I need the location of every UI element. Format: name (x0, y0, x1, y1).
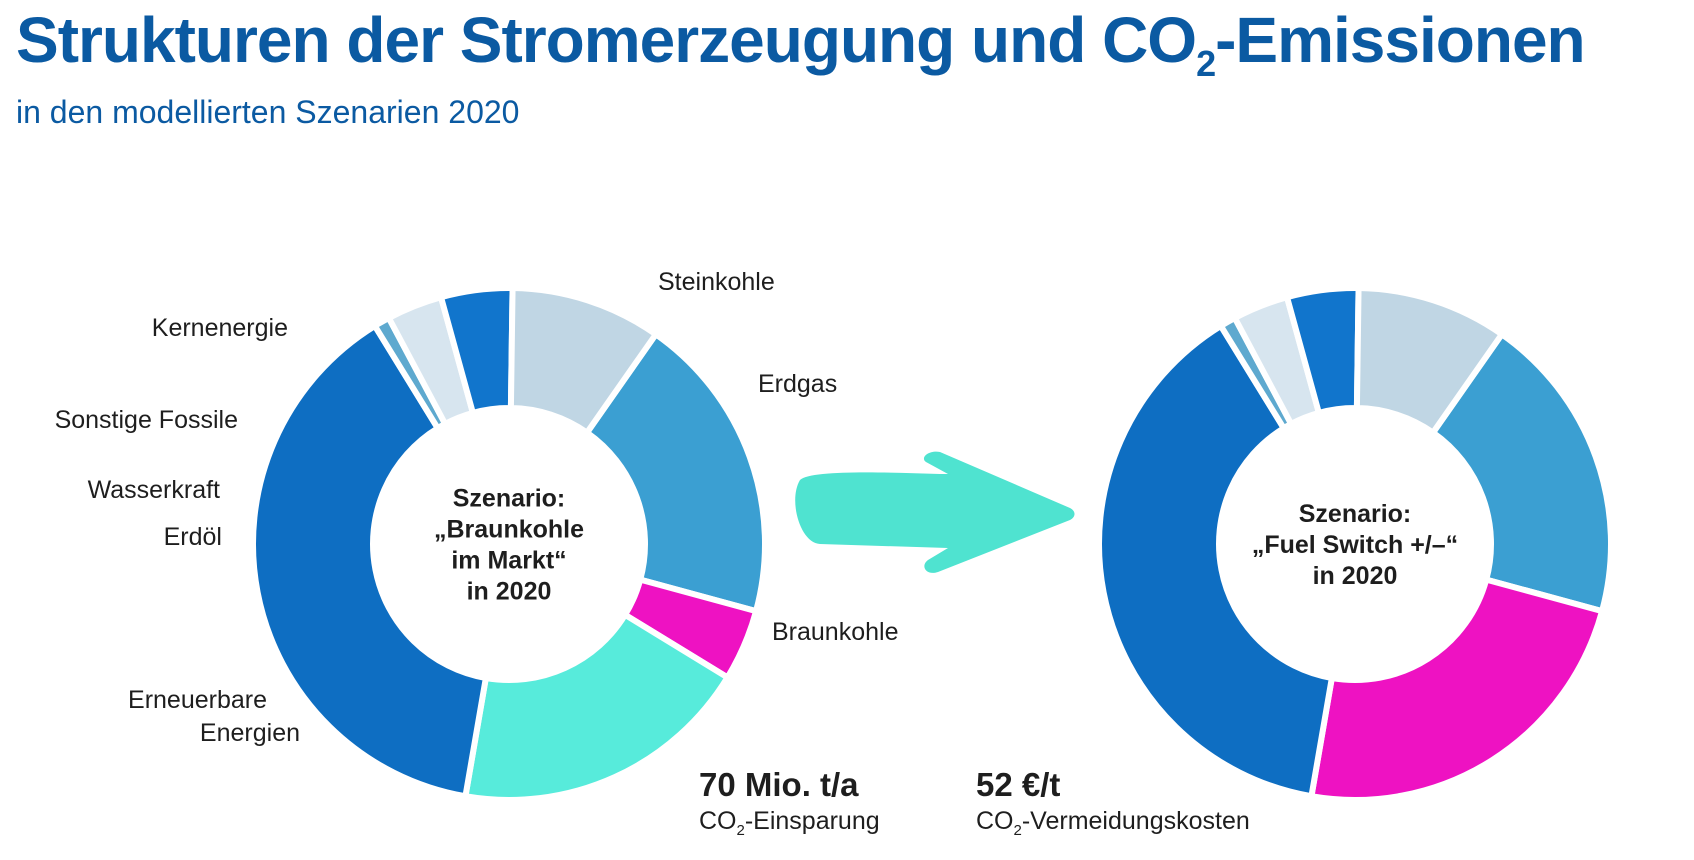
donut-center-label: Szenario: (453, 485, 566, 513)
donut-center-label: im Markt“ (451, 547, 566, 575)
donut-center-label: Szenario: (1299, 500, 1412, 528)
donut-center-label: in 2020 (1313, 562, 1398, 590)
co2-savings-stat: 70 Mio. t/a CO2-Einsparung (699, 765, 880, 840)
donut-segment-erneuerbare-energien (250, 322, 489, 800)
arrow-right-icon (795, 451, 1075, 573)
donut-chart-fuel-switch: Szenario: „Fuel Switch +/–“ in 2020 (1096, 285, 1614, 803)
segment-label-kernenergie: Kernenergie (152, 314, 288, 342)
co2-abatement-cost-value: 52 €/t (976, 766, 1061, 803)
co2-abatement-cost-caption: CO2-Vermeidungskosten (976, 806, 1250, 839)
donut-segment-steinkohle (1430, 331, 1614, 615)
segment-label-wasserkraft: Wasserkraft (88, 476, 220, 504)
segment-label-sonstige-fossile: Sonstige Fossile (55, 406, 238, 434)
title-subscript: 2 (1196, 43, 1216, 84)
segment-label-erd-l: Erdöl (164, 523, 222, 551)
donut-segment-erneuerbare-energien (1096, 322, 1335, 800)
donut-segment-steinkohle (584, 331, 768, 615)
segment-label-steinkohle: Steinkohle (658, 268, 775, 296)
segment-label-erneuerbare-energien: Energien (200, 719, 300, 747)
title-suffix: -Emissionen (1215, 4, 1586, 76)
segment-label-erneuerbare-energien: Erneuerbare (128, 686, 267, 714)
segment-label-erdgas: Erdgas (758, 370, 837, 398)
co2-savings-caption: CO2-Einsparung (699, 806, 880, 839)
donut-chart-braunkohle: Szenario: „Braunkohle im Markt“ in 2020 (250, 285, 768, 803)
donut-segment-braunkohle (462, 611, 731, 803)
donut-center-label: in 2020 (467, 578, 552, 606)
co2-abatement-cost-stat: 52 €/t CO2-Vermeidungskosten (976, 765, 1250, 840)
segment-labels: Steinkohle Erdgas Braunkohle Erneuerbare Ene… (55, 268, 899, 747)
donut-segment-erdgas (1308, 576, 1606, 803)
donut-segment-kernenergie (507, 285, 659, 436)
co2-savings-value: 70 Mio. t/a (699, 766, 859, 803)
page-title: Strukturen der Stromerzeugung und CO2-Em… (16, 4, 1586, 82)
page-subtitle: in den modellierten Szenarien 2020 (16, 94, 520, 130)
donut-center-label: „Braunkohle (434, 516, 584, 544)
donut-segment-kernenergie (1353, 285, 1505, 436)
title-main: Strukturen der Stromerzeugung und CO (16, 4, 1197, 76)
segment-label-braunkohle: Braunkohle (772, 618, 898, 646)
donut-center-label: „Fuel Switch +/–“ (1252, 531, 1458, 559)
